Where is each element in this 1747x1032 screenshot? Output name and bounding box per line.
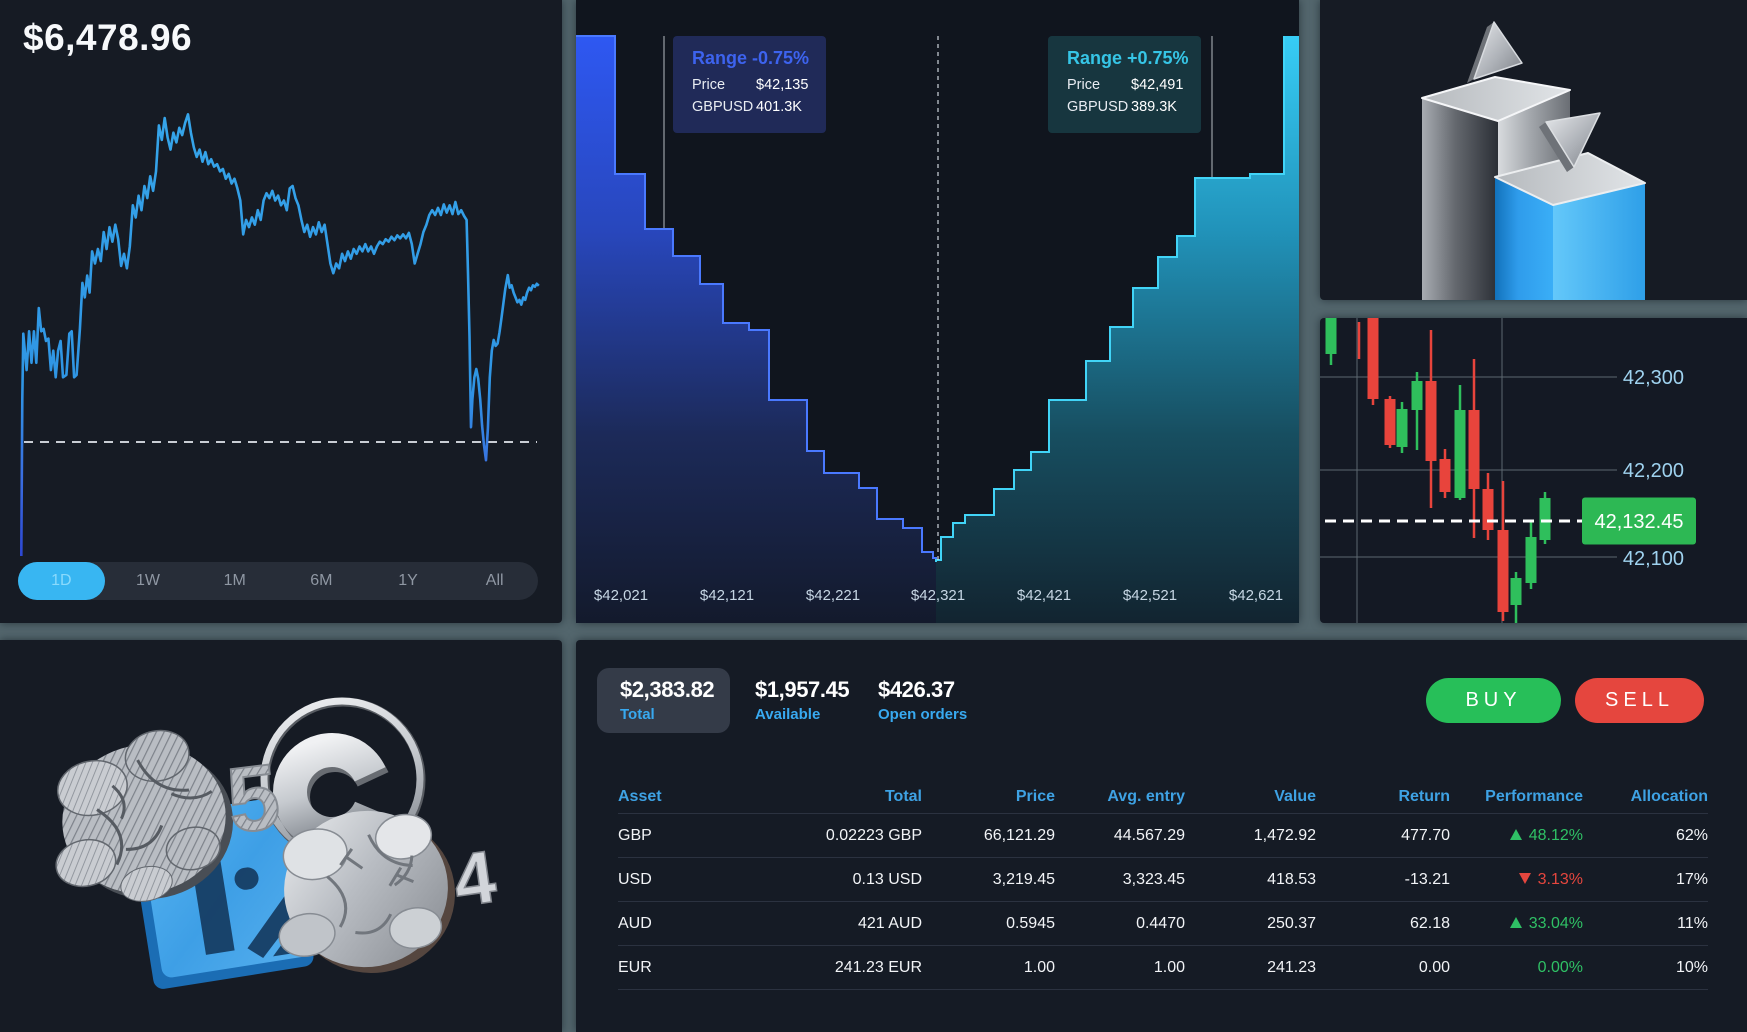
svg-text:42,200: 42,200 xyxy=(1623,460,1684,482)
svg-text:4: 4 xyxy=(448,834,500,922)
svg-text:42,100: 42,100 xyxy=(1623,548,1684,570)
svg-text:42,132.45: 42,132.45 xyxy=(1595,511,1684,533)
svg-text:42,300: 42,300 xyxy=(1623,367,1684,389)
svg-text:5: 5 xyxy=(222,745,285,852)
